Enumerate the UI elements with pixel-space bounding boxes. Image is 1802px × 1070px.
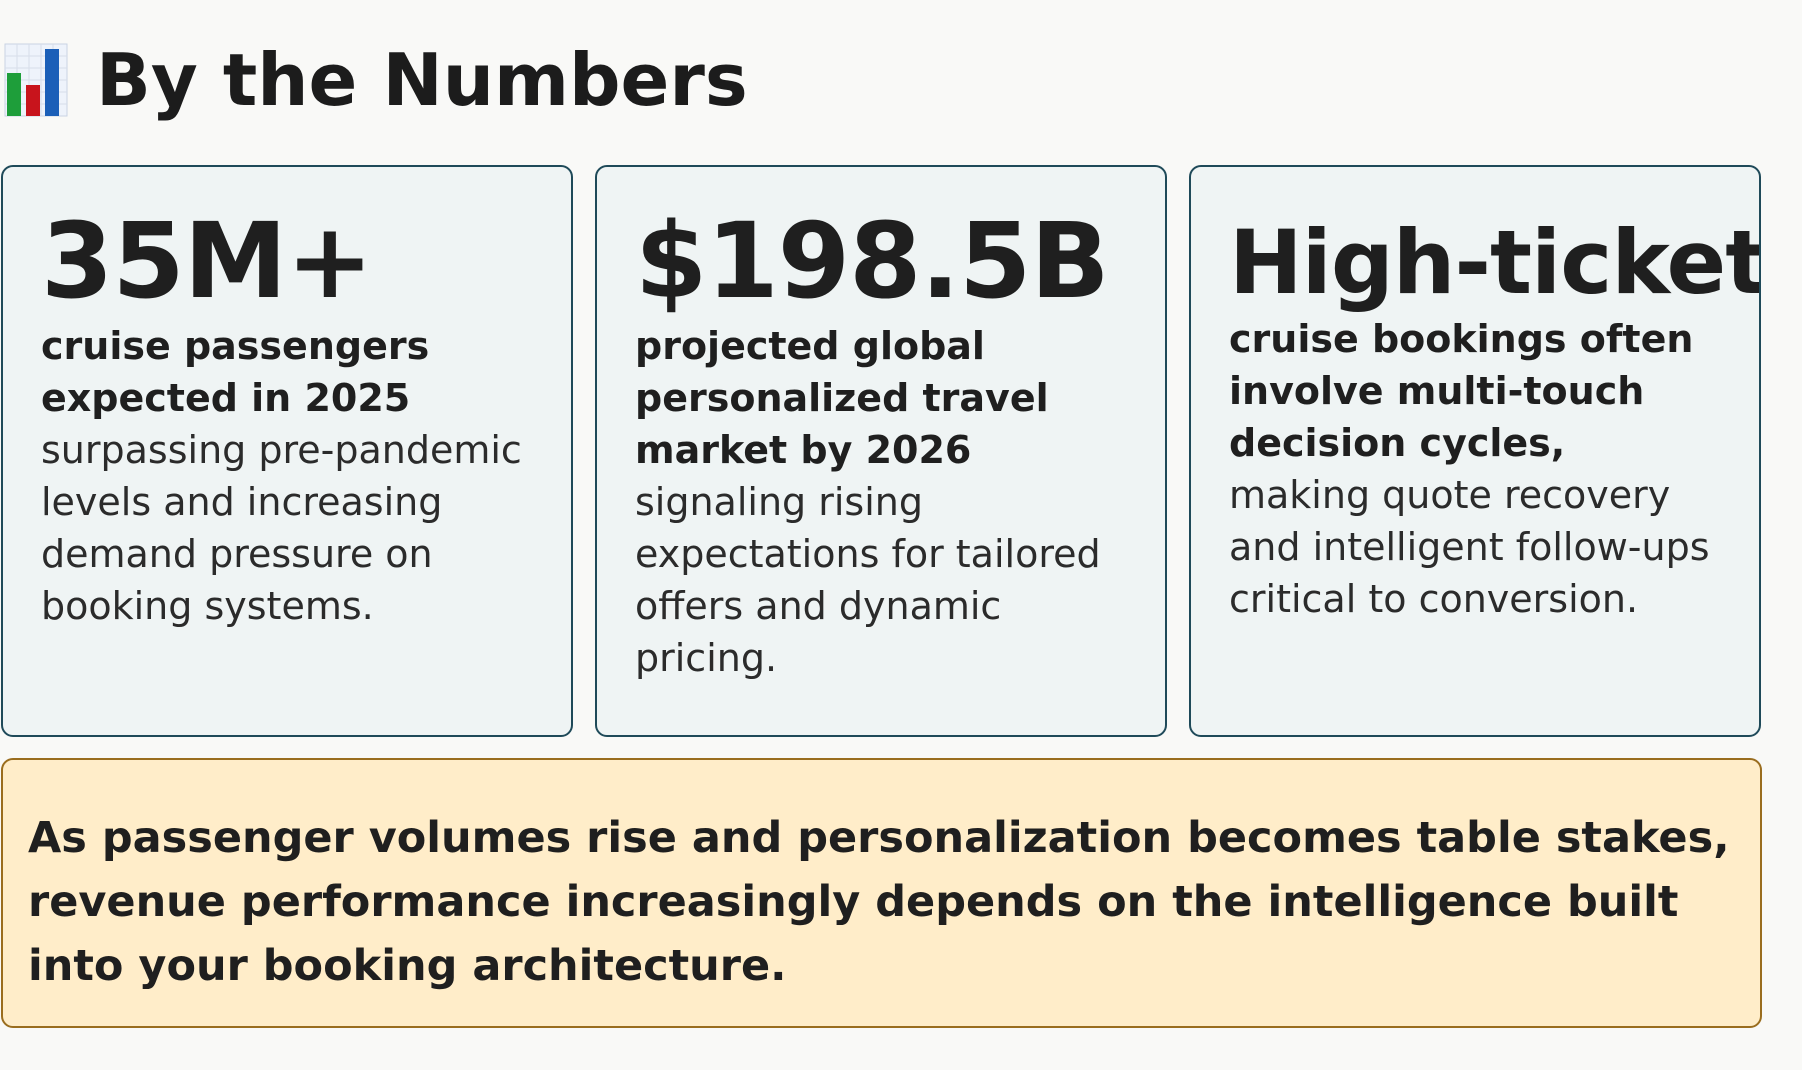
stat-value: High-ticket [1229, 211, 1761, 314]
callout-box: As passenger volumes rise and personaliz… [1, 758, 1762, 1028]
stat-description: surpassing pre-pandemic levels and incre… [41, 428, 522, 629]
stat-description: making quote recovery and intelligent fo… [1229, 473, 1710, 622]
stat-card-passengers: 35M+ cruise passengers expected in 2025 … [1, 165, 573, 737]
stat-card-high-ticket: High-ticket cruise bookings often involv… [1189, 165, 1761, 737]
stat-value: 35M+ [41, 200, 373, 322]
stat-lead: cruise passengers expected in 2025 [41, 324, 430, 421]
bar-chart-icon [4, 43, 68, 117]
stat-lead: projected global personalized travel mar… [635, 324, 1049, 473]
callout-text: As passenger volumes rise and personaliz… [28, 813, 1730, 991]
stat-description: signaling rising expectations for tailor… [635, 480, 1101, 681]
stat-card-market: $198.5B projected global personalized tr… [595, 165, 1167, 737]
stat-value: $198.5B [635, 200, 1110, 322]
stat-cards: 35M+ cruise passengers expected in 2025 … [1, 165, 1762, 737]
stat-lead: cruise bookings often involve multi-touc… [1229, 317, 1694, 466]
page-title: By the Numbers [96, 38, 748, 122]
section-header: By the Numbers [4, 40, 748, 120]
